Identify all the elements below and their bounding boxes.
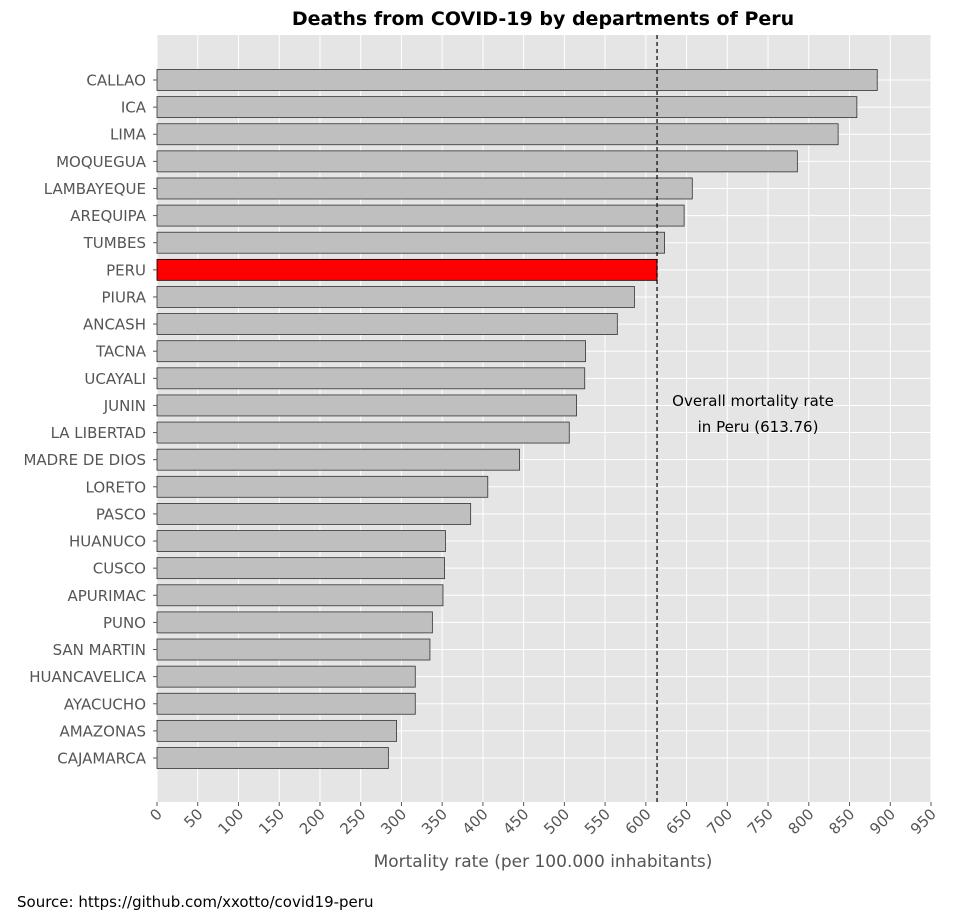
bar-tacna: [156, 340, 586, 363]
bar-madre-de-dios: [156, 448, 520, 471]
x-tick-label: 250: [337, 805, 370, 838]
x-tick-label: 500: [540, 805, 573, 838]
y-tick-label: MOQUEGUA: [56, 153, 147, 171]
bar-lima: [156, 123, 839, 146]
y-tick-label: PASCO: [96, 505, 146, 523]
y-tick-label: PUNO: [103, 614, 146, 632]
source-note: Source: https://github.com/xxotto/covid1…: [17, 893, 374, 911]
x-tick-label: 850: [825, 805, 858, 838]
bars: [156, 69, 878, 769]
reference-annotation-line-1: Overall mortality rate: [672, 392, 834, 410]
bar-apurimac: [156, 584, 444, 607]
x-tick-label: 200: [296, 805, 329, 838]
x-tick-label: 650: [662, 805, 695, 838]
x-tick-label: 350: [418, 805, 451, 838]
x-tick-labels: 0 50 100 150 200 250 300 350 400 450 500 550 600 650 7…: [146, 802, 940, 838]
y-tick-label: UCAYALI: [84, 370, 146, 388]
y-tick-label: PIURA: [101, 288, 146, 306]
y-tick-label: APURIMAC: [67, 587, 146, 605]
x-tick-label: 450: [499, 805, 532, 838]
y-tick-label: HUANCAVELICA: [29, 668, 147, 686]
y-tick-label: AYACUCHO: [64, 695, 146, 713]
y-tick-label: AREQUIPA: [70, 207, 146, 225]
x-tick-label: 800: [785, 805, 818, 838]
y-tick-label: PERU: [106, 261, 146, 279]
bar-amazonas: [156, 719, 397, 742]
y-tick-label: LIMA: [110, 126, 147, 144]
bar-lambayeque: [156, 177, 693, 200]
x-tick-label: 950: [907, 805, 940, 838]
y-tick-label: SAN MARTIN: [53, 641, 146, 659]
reference-annotation-line-2: in Peru (613.76): [698, 418, 819, 436]
x-axis-label: Mortality rate (per 100.000 inhabitants): [374, 852, 713, 872]
chart-title: Deaths from COVID-19 by departments of P…: [292, 8, 794, 30]
bar-tumbes: [156, 231, 665, 254]
y-tick-label: CUSCO: [93, 560, 146, 578]
bar-arequipa: [156, 204, 685, 227]
bar-ayacucho: [156, 692, 416, 715]
y-tick-label: LORETO: [86, 478, 147, 496]
x-tick-label: 100: [214, 805, 247, 838]
y-tick-label: AMAZONAS: [59, 722, 146, 740]
bar-puno: [156, 611, 433, 634]
y-tick-label: LA LIBERTAD: [51, 424, 146, 442]
x-tick-label: 550: [581, 805, 614, 838]
bar-loreto: [156, 475, 489, 498]
x-tick-label: 50: [180, 805, 206, 831]
bar-peru: [156, 258, 658, 281]
bar-callao: [156, 69, 878, 91]
y-tick-label: TACNA: [95, 343, 147, 361]
bar-huancavelica: [156, 665, 416, 688]
bar-junin: [156, 394, 577, 417]
y-tick-label: HUANUCO: [69, 533, 146, 551]
y-tick-labels: CALLAO ICA LIMA MOQUEGUA LAMBAYEQUE AREQUIPA T…: [23, 72, 157, 768]
x-tick-label: 700: [703, 805, 736, 838]
y-tick-label: TUMBES: [83, 234, 146, 252]
bar-la-libertad: [156, 421, 570, 444]
bar-san-martin: [156, 638, 431, 661]
y-tick-label: CALLAO: [86, 72, 146, 90]
bar-huanuco: [156, 530, 446, 552]
x-tick-label: 900: [866, 805, 899, 838]
bar-cusco: [156, 557, 446, 580]
y-tick-label: ICA: [121, 99, 147, 117]
bar-ancash: [156, 313, 618, 335]
x-tick-label: 150: [255, 805, 288, 838]
bar-ica: [156, 96, 858, 119]
y-tick-label: CAJAMARCA: [57, 750, 147, 768]
bar-cajamarca: [156, 747, 389, 769]
x-tick-label: 300: [377, 805, 410, 838]
bar-ucayali: [156, 367, 586, 390]
y-tick-label: LAMBAYEQUE: [44, 180, 146, 198]
y-tick-label: JUNIN: [103, 397, 146, 415]
x-tick-label: 0: [146, 805, 165, 824]
x-tick-label: 750: [744, 805, 777, 838]
y-tick-label: MADRE DE DIOS: [23, 451, 146, 469]
x-tick-label: 400: [459, 805, 492, 838]
x-tick-label: 600: [622, 805, 655, 838]
y-tick-label: ANCASH: [83, 316, 146, 334]
bar-piura: [156, 286, 635, 308]
bar-pasco: [156, 503, 472, 525]
bar-moquegua: [156, 150, 798, 173]
